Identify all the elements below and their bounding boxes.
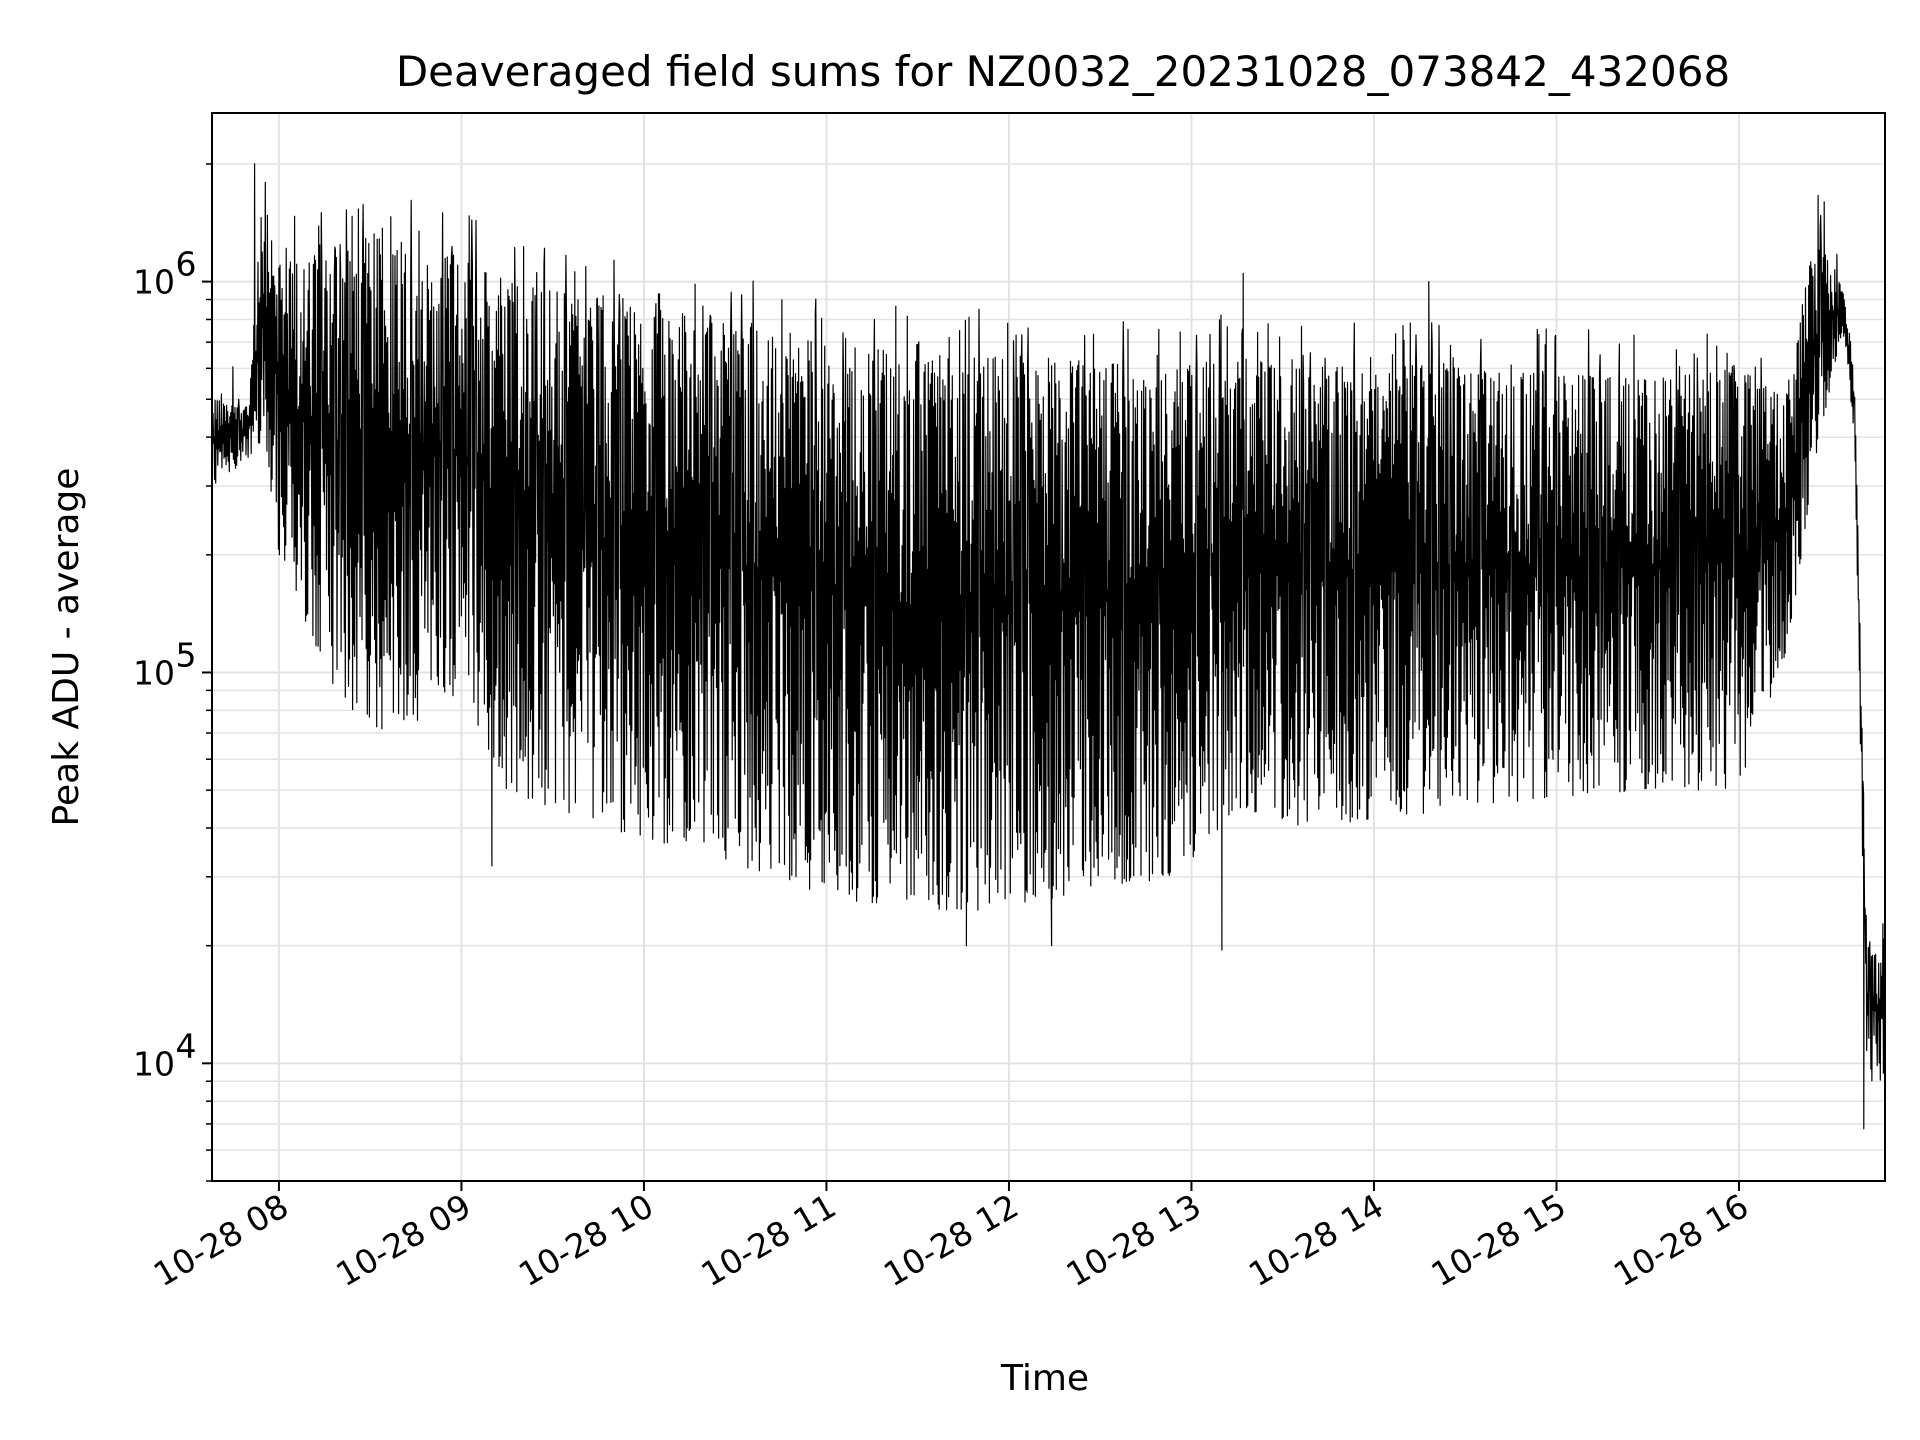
y-tick-label: 10	[133, 263, 175, 302]
y-axis-label: Peak ADU - average	[46, 468, 87, 827]
y-tick-exponent: 5	[176, 635, 197, 674]
y-tick-label: 10	[133, 1044, 175, 1083]
series-line-group	[212, 163, 1885, 1130]
plot-frame	[211, 112, 1886, 1182]
y-tick-label: 10	[133, 653, 175, 692]
series-line	[212, 163, 1885, 1130]
chart-title: Deaveraged field sums for NZ0032_2023102…	[396, 47, 1730, 96]
x-axis-label: Time	[1000, 1358, 1089, 1399]
y-tick-exponent: 4	[176, 1026, 197, 1065]
y-tick-exponent: 6	[176, 245, 197, 284]
